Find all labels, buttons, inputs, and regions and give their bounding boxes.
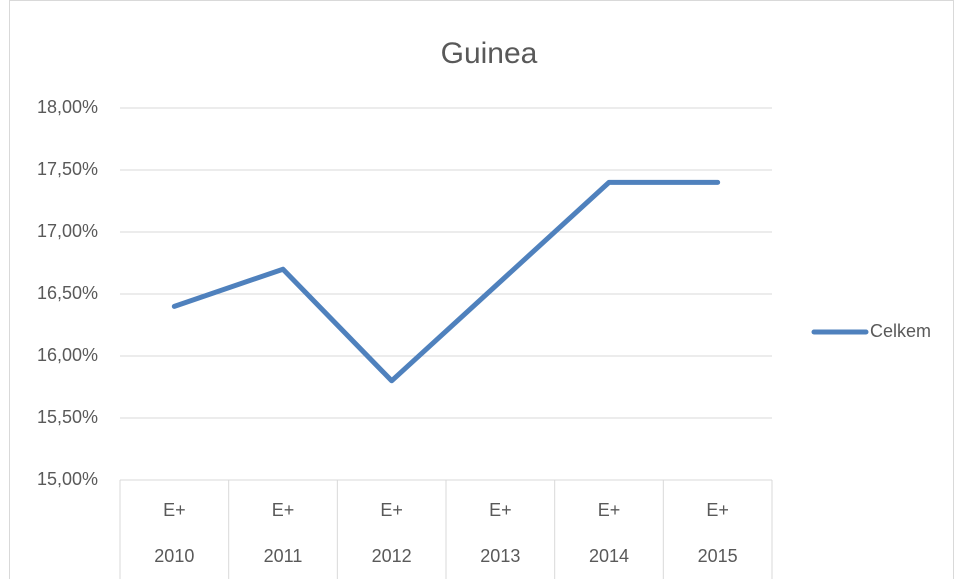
y-tick-label: 17,50% [37, 159, 98, 179]
x-group-label: 2013 [480, 546, 520, 566]
line-series [171, 179, 721, 384]
legend-label: Celkem [870, 321, 931, 341]
x-tick-label: E+ [706, 500, 729, 520]
x-tick-label: E+ [380, 500, 403, 520]
y-tick-label: 16,50% [37, 283, 98, 303]
x-group-label: 2010 [154, 546, 194, 566]
x-tick-label: E+ [598, 500, 621, 520]
x-tick-label: E+ [489, 500, 512, 520]
chart-border [9, 0, 954, 579]
y-tick-label: 16,00% [37, 345, 98, 365]
x-group-label: 2014 [589, 546, 629, 566]
x-group-label: 2015 [698, 546, 738, 566]
y-tick-label: 15,50% [37, 407, 98, 427]
chart-title: Guinea [441, 37, 538, 70]
y-tick-label: 17,00% [37, 221, 98, 241]
y-tick-label: 15,00% [37, 469, 98, 489]
x-group-label: 2011 [264, 546, 303, 566]
x-group-label: 2012 [372, 546, 412, 566]
x-tick-label: E+ [272, 500, 295, 520]
y-tick-label: 18,00% [37, 97, 98, 117]
x-tick-label: E+ [163, 500, 186, 520]
